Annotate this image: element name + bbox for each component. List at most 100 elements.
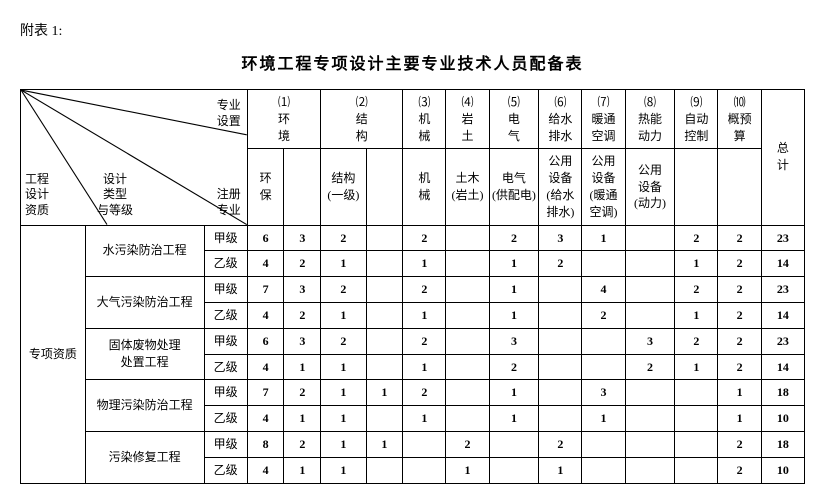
- value-cell: 2: [403, 380, 446, 406]
- value-cell: 2: [718, 302, 761, 328]
- value-cell: 2: [582, 302, 625, 328]
- value-cell: 1: [718, 380, 761, 406]
- col-header: ⑺暖通空调: [582, 90, 625, 149]
- main-table: 专业设置 注册专业 设计类型与等级 工程设计资质 ⑴环境⑵结构⑶机械⑷岩土⑸电气…: [20, 89, 805, 484]
- project-name: 水污染防治工程: [85, 225, 204, 277]
- value-cell: 2: [321, 225, 366, 251]
- value-cell: 23: [761, 277, 804, 303]
- value-cell: [366, 406, 403, 432]
- value-cell: [446, 328, 489, 354]
- value-cell: 2: [718, 354, 761, 380]
- value-cell: [366, 251, 403, 277]
- value-cell: [625, 457, 675, 483]
- value-cell: [675, 457, 718, 483]
- value-cell: 1: [403, 302, 446, 328]
- value-cell: [625, 277, 675, 303]
- level-cell: 乙级: [204, 251, 247, 277]
- value-cell: [539, 302, 582, 328]
- value-cell: [446, 380, 489, 406]
- value-cell: 1: [321, 380, 366, 406]
- value-cell: 18: [761, 380, 804, 406]
- value-cell: 23: [761, 225, 804, 251]
- reg-cell: 公用设备(给水排水): [539, 149, 582, 225]
- value-cell: 2: [539, 431, 582, 457]
- value-cell: 2: [284, 380, 321, 406]
- value-cell: 2: [321, 277, 366, 303]
- value-cell: 1: [403, 251, 446, 277]
- value-cell: 4: [247, 302, 284, 328]
- col-header: ⑵结构: [321, 90, 403, 149]
- attachment-label: 附表 1:: [20, 20, 805, 40]
- level-cell: 甲级: [204, 328, 247, 354]
- value-cell: 2: [539, 251, 582, 277]
- col-header: ⑶机械: [403, 90, 446, 149]
- value-cell: 14: [761, 354, 804, 380]
- value-cell: [582, 251, 625, 277]
- value-cell: 1: [675, 354, 718, 380]
- value-cell: 1: [284, 457, 321, 483]
- value-cell: [366, 328, 403, 354]
- value-cell: 23: [761, 328, 804, 354]
- value-cell: [539, 380, 582, 406]
- value-cell: [366, 457, 403, 483]
- reg-cell: [675, 149, 718, 225]
- value-cell: [582, 431, 625, 457]
- value-cell: [446, 225, 489, 251]
- value-cell: 2: [489, 354, 539, 380]
- value-cell: 3: [284, 225, 321, 251]
- value-cell: [489, 431, 539, 457]
- value-cell: [625, 431, 675, 457]
- value-cell: 18: [761, 431, 804, 457]
- value-cell: 2: [284, 431, 321, 457]
- diagonal-header: 专业设置 注册专业 设计类型与等级 工程设计资质: [21, 90, 248, 226]
- value-cell: 7: [247, 277, 284, 303]
- value-cell: 1: [284, 406, 321, 432]
- value-cell: [675, 380, 718, 406]
- value-cell: [625, 225, 675, 251]
- level-cell: 乙级: [204, 302, 247, 328]
- reg-cell: 机械: [403, 149, 446, 225]
- level-cell: 甲级: [204, 277, 247, 303]
- value-cell: [366, 302, 403, 328]
- reg-cell: 结构(一级): [321, 149, 366, 225]
- value-cell: 1: [403, 406, 446, 432]
- level-cell: 甲级: [204, 431, 247, 457]
- project-name: 物理污染防治工程: [85, 380, 204, 432]
- value-cell: 1: [489, 251, 539, 277]
- value-cell: [366, 225, 403, 251]
- value-cell: 2: [718, 277, 761, 303]
- value-cell: 1: [675, 302, 718, 328]
- value-cell: 2: [403, 328, 446, 354]
- reg-cell: [718, 149, 761, 225]
- value-cell: 2: [284, 251, 321, 277]
- col-header: ⑻热能动力: [625, 90, 675, 149]
- value-cell: [625, 380, 675, 406]
- value-cell: [403, 457, 446, 483]
- value-cell: [539, 328, 582, 354]
- value-cell: 2: [284, 302, 321, 328]
- value-cell: [539, 406, 582, 432]
- total-header: 总计: [761, 90, 804, 226]
- value-cell: [446, 251, 489, 277]
- col-header: ⑷岩土: [446, 90, 489, 149]
- value-cell: 3: [582, 380, 625, 406]
- value-cell: 2: [718, 431, 761, 457]
- value-cell: 4: [582, 277, 625, 303]
- value-cell: 2: [625, 354, 675, 380]
- col-header: ⑸电气: [489, 90, 539, 149]
- value-cell: 10: [761, 406, 804, 432]
- value-cell: 1: [489, 406, 539, 432]
- col-header: ⑽概预算: [718, 90, 761, 149]
- value-cell: 1: [321, 302, 366, 328]
- value-cell: 3: [625, 328, 675, 354]
- value-cell: [675, 431, 718, 457]
- value-cell: 2: [718, 251, 761, 277]
- value-cell: [582, 354, 625, 380]
- project-name: 大气污染防治工程: [85, 277, 204, 329]
- value-cell: 1: [675, 251, 718, 277]
- value-cell: [582, 328, 625, 354]
- value-cell: 2: [675, 277, 718, 303]
- col-header: ⑴环境: [247, 90, 320, 149]
- reg-cell: 电气(供配电): [489, 149, 539, 225]
- value-cell: [366, 277, 403, 303]
